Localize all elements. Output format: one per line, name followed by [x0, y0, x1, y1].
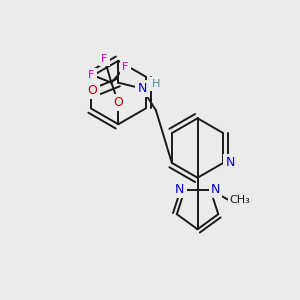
- Text: F: F: [88, 70, 95, 80]
- Text: N: N: [175, 183, 184, 196]
- Text: H: H: [152, 79, 160, 88]
- Text: N: N: [137, 82, 147, 95]
- Text: O: O: [88, 84, 98, 97]
- Text: N: N: [211, 183, 220, 196]
- Text: O: O: [113, 96, 123, 109]
- Text: F: F: [101, 54, 108, 64]
- Text: CH₃: CH₃: [230, 195, 250, 205]
- Text: N: N: [226, 156, 235, 170]
- Text: F: F: [122, 62, 128, 72]
